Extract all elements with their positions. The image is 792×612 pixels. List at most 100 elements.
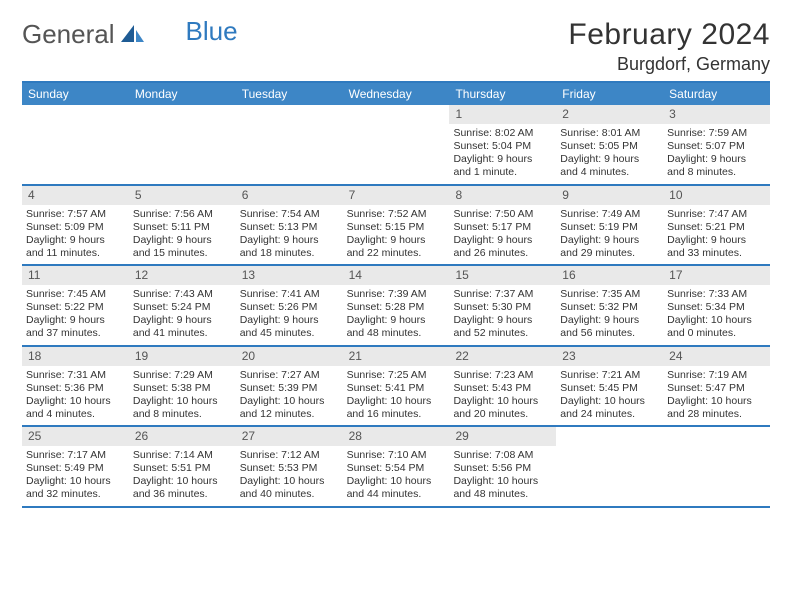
day-sunset: Sunset: 5:41 PM — [347, 382, 446, 395]
day-22: 22Sunrise: 7:23 AMSunset: 5:43 PMDayligh… — [449, 347, 556, 426]
week-row: 18Sunrise: 7:31 AMSunset: 5:36 PMDayligh… — [22, 347, 770, 428]
day-sunrise: Sunrise: 7:39 AM — [347, 288, 446, 301]
day-sunset: Sunset: 5:38 PM — [133, 382, 232, 395]
day-number: 12 — [129, 266, 236, 285]
day-sunrise: Sunrise: 7:37 AM — [453, 288, 552, 301]
day-28: 28Sunrise: 7:10 AMSunset: 5:54 PMDayligh… — [343, 427, 450, 506]
day-detail: Sunrise: 7:52 AMSunset: 5:15 PMDaylight:… — [343, 205, 450, 265]
day-number: 16 — [556, 266, 663, 285]
day-9: 9Sunrise: 7:49 AMSunset: 5:19 PMDaylight… — [556, 186, 663, 265]
day-detail: Sunrise: 7:21 AMSunset: 5:45 PMDaylight:… — [556, 366, 663, 426]
day-day1: Daylight: 10 hours — [133, 475, 232, 488]
day-number: 14 — [343, 266, 450, 285]
day-day1: Daylight: 10 hours — [26, 475, 125, 488]
day-detail: Sunrise: 7:49 AMSunset: 5:19 PMDaylight:… — [556, 205, 663, 265]
day-detail: Sunrise: 7:10 AMSunset: 5:54 PMDaylight:… — [343, 446, 450, 506]
title-block: February 2024 Burgdorf, Germany — [568, 18, 770, 75]
dow-thursday: Thursday — [449, 83, 556, 105]
week-row: 1Sunrise: 8:02 AMSunset: 5:04 PMDaylight… — [22, 105, 770, 186]
day-day2: and 36 minutes. — [133, 488, 232, 501]
dow-saturday: Saturday — [663, 83, 770, 105]
day-sunrise: Sunrise: 7:31 AM — [26, 369, 125, 382]
day-sunrise: Sunrise: 7:21 AM — [560, 369, 659, 382]
day-day1: Daylight: 9 hours — [133, 234, 232, 247]
day-day1: Daylight: 9 hours — [560, 234, 659, 247]
day-number: 4 — [22, 186, 129, 205]
day-detail: Sunrise: 7:56 AMSunset: 5:11 PMDaylight:… — [129, 205, 236, 265]
day-number: 29 — [449, 427, 556, 446]
day-sunset: Sunset: 5:17 PM — [453, 221, 552, 234]
day-number: 11 — [22, 266, 129, 285]
day-number: 7 — [343, 186, 450, 205]
day-sunset: Sunset: 5:26 PM — [240, 301, 339, 314]
day-day2: and 22 minutes. — [347, 247, 446, 260]
day-29: 29Sunrise: 7:08 AMSunset: 5:56 PMDayligh… — [449, 427, 556, 506]
day-number: 19 — [129, 347, 236, 366]
day-sunrise: Sunrise: 7:35 AM — [560, 288, 659, 301]
day-number: 24 — [663, 347, 770, 366]
day-detail: Sunrise: 8:02 AMSunset: 5:04 PMDaylight:… — [449, 124, 556, 184]
day-detail: Sunrise: 7:29 AMSunset: 5:38 PMDaylight:… — [129, 366, 236, 426]
day-7: 7Sunrise: 7:52 AMSunset: 5:15 PMDaylight… — [343, 186, 450, 265]
day-detail: Sunrise: 7:39 AMSunset: 5:28 PMDaylight:… — [343, 285, 450, 345]
day-3: 3Sunrise: 7:59 AMSunset: 5:07 PMDaylight… — [663, 105, 770, 184]
day-number: 9 — [556, 186, 663, 205]
day-sunset: Sunset: 5:30 PM — [453, 301, 552, 314]
day-day2: and 4 minutes. — [560, 166, 659, 179]
day-number: 20 — [236, 347, 343, 366]
day-sunrise: Sunrise: 7:25 AM — [347, 369, 446, 382]
day-sunrise: Sunrise: 7:12 AM — [240, 449, 339, 462]
day-sunset: Sunset: 5:22 PM — [26, 301, 125, 314]
day-15: 15 Sunrise: 7:37 AMSunset: 5:30 PMDayligh… — [449, 266, 556, 345]
day-day1: Daylight: 9 hours — [453, 314, 552, 327]
day-day1: Daylight: 9 hours — [26, 234, 125, 247]
day-sunrise: Sunrise: 7:33 AM — [667, 288, 766, 301]
day-day1: Daylight: 9 hours — [26, 314, 125, 327]
day-sunset: Sunset: 5:28 PM — [347, 301, 446, 314]
day-day1: Daylight: 10 hours — [240, 395, 339, 408]
day-sunrise: Sunrise: 7:23 AM — [453, 369, 552, 382]
day-detail: Sunrise: 7:08 AMSunset: 5:56 PMDaylight:… — [449, 446, 556, 506]
day-sunset: Sunset: 5:45 PM — [560, 382, 659, 395]
day-sunset: Sunset: 5:04 PM — [453, 140, 552, 153]
day-day1: Daylight: 10 hours — [26, 395, 125, 408]
day-number: 15 — [449, 266, 556, 285]
day-21: 21Sunrise: 7:25 AMSunset: 5:41 PMDayligh… — [343, 347, 450, 426]
day-sunrise: Sunrise: 7:17 AM — [26, 449, 125, 462]
day-sunrise: Sunrise: 7:56 AM — [133, 208, 232, 221]
day-sunset: Sunset: 5:09 PM — [26, 221, 125, 234]
day-sunset: Sunset: 5:54 PM — [347, 462, 446, 475]
sail-icon — [120, 20, 146, 51]
day-number: 5 — [129, 186, 236, 205]
day-16: 16Sunrise: 7:35 AMSunset: 5:32 PMDayligh… — [556, 266, 663, 345]
day-sunset: Sunset: 5:15 PM — [347, 221, 446, 234]
day-number: 1 — [449, 105, 556, 124]
day-sunrise: Sunrise: 7:49 AM — [560, 208, 659, 221]
day-number: 28 — [343, 427, 450, 446]
logo-text-blue: Blue — [186, 16, 238, 47]
day-sunrise: Sunrise: 8:02 AM — [453, 127, 552, 140]
day-day2: and 16 minutes. — [347, 408, 446, 421]
day-number: 3 — [663, 105, 770, 124]
day-day2: and 12 minutes. — [240, 408, 339, 421]
day-5: 5Sunrise: 7:56 AMSunset: 5:11 PMDaylight… — [129, 186, 236, 265]
day-day2: and 24 minutes. — [560, 408, 659, 421]
day-sunrise: Sunrise: 7:27 AM — [240, 369, 339, 382]
day-sunset: Sunset: 5:21 PM — [667, 221, 766, 234]
dow-tuesday: Tuesday — [236, 83, 343, 105]
day-detail: Sunrise: 7:45 AMSunset: 5:22 PMDaylight:… — [22, 285, 129, 345]
day-number: 13 — [236, 266, 343, 285]
day-number: 25 — [22, 427, 129, 446]
day-day2: and 0 minutes. — [667, 327, 766, 340]
day-sunrise: Sunrise: 8:01 AM — [560, 127, 659, 140]
empty-cell — [556, 427, 663, 506]
day-day2: and 52 minutes. — [453, 327, 552, 340]
day-detail: Sunrise: 7:41 AMSunset: 5:26 PMDaylight:… — [236, 285, 343, 345]
day-detail: Sunrise: 7:54 AMSunset: 5:13 PMDaylight:… — [236, 205, 343, 265]
day-day2: and 29 minutes. — [560, 247, 659, 260]
day-day2: and 26 minutes. — [453, 247, 552, 260]
day-sunrise: Sunrise: 7:43 AM — [133, 288, 232, 301]
week-row: 4Sunrise: 7:57 AMSunset: 5:09 PMDaylight… — [22, 186, 770, 267]
dow-wednesday: Wednesday — [343, 83, 450, 105]
day-day1: Daylight: 9 hours — [667, 153, 766, 166]
